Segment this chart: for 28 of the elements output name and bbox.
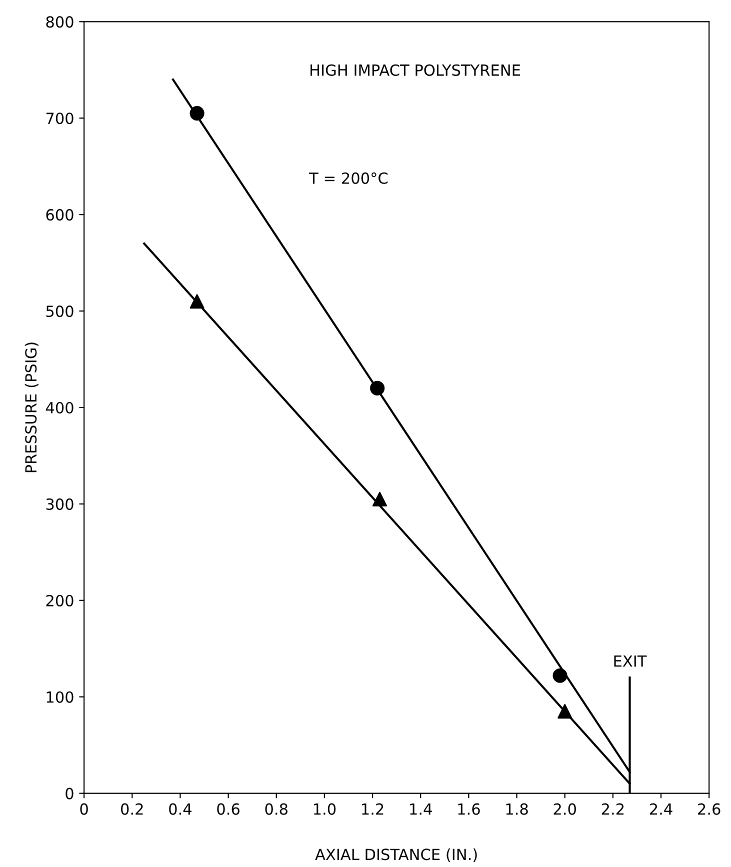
x-tick-label: 2.0 [554, 803, 576, 815]
x-axis-title: AXIAL DISTANCE (IN.) [315, 848, 477, 862]
x-tick-label: 0.2 [121, 803, 143, 815]
x-tick-label: 1.0 [314, 803, 336, 815]
x-tick-label: 0 [80, 803, 88, 815]
x-tick-label: 0.8 [265, 803, 288, 815]
x-tick-label: 0.4 [169, 803, 192, 815]
y-tick-label: 800 [46, 16, 74, 28]
y-tick-label: 500 [46, 306, 74, 318]
y-tick-label: 300 [46, 498, 74, 510]
y-tick-label: 700 [46, 112, 74, 124]
x-tick-label: 2.6 [698, 803, 720, 815]
y-tick-label: 0 [66, 788, 74, 800]
y-tick-label: 100 [46, 691, 74, 703]
x-tick-label: 1.6 [458, 803, 480, 815]
ref-line-label: EXIT [614, 656, 647, 667]
y-tick-label: 200 [46, 594, 74, 606]
x-tick-label: 2.4 [650, 803, 672, 815]
x-tick-label: 2.2 [602, 803, 624, 815]
x-tick-label: 0.6 [217, 803, 240, 815]
annotation: T = 200°C [309, 172, 388, 184]
x-tick-label: 1.8 [506, 803, 528, 815]
x-tick-label: 1.4 [410, 803, 432, 815]
y-tick-label: 600 [46, 209, 74, 221]
x-tick-label: 1.2 [362, 803, 384, 815]
y-tick-label: 400 [46, 402, 74, 414]
annotation: HIGH IMPACT POLYSTYRENE [310, 64, 520, 76]
y-axis-title: PRESSURE (PSIG) [24, 342, 38, 472]
